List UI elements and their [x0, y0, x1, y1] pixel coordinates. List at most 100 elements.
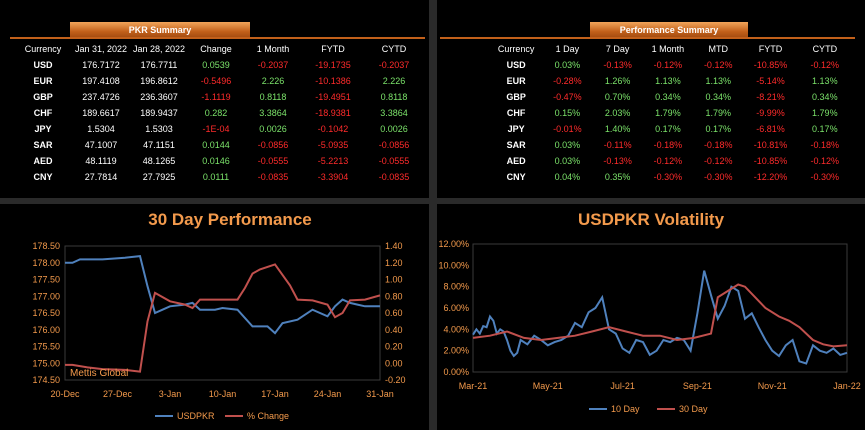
- perf-mtd-cell: -0.30%: [703, 172, 733, 182]
- pkr-m1-cell: 0.0026: [259, 124, 287, 134]
- y-right-tick-label: 0.00: [385, 358, 403, 368]
- table-row: USD 176.7172 176.7711 0.0539 -0.2037 -19.1735…: [14, 57, 424, 73]
- perf-currency-cell: SAR: [506, 140, 526, 150]
- y-tick-label: 4.00%: [443, 324, 469, 334]
- pkr-jan28-cell: 236.3607: [140, 92, 178, 102]
- perf-m1-cell: -0.18%: [653, 140, 683, 150]
- perf-fytd-cell: -10.81%: [753, 140, 788, 150]
- pkr-fytd-cell: -3.3904: [317, 172, 349, 182]
- pkr-fytd-cell: -10.1386: [315, 76, 351, 86]
- perf-d1-cell: 0.03%: [554, 140, 581, 150]
- perf-cytd-cell: -0.12%: [810, 60, 840, 70]
- perf-d7-cell: -0.11%: [603, 140, 632, 150]
- plot-area: [472, 243, 848, 373]
- x-tick-label: May-21: [533, 381, 563, 391]
- perf-m1-cell: 0.34%: [655, 92, 681, 102]
- y-right-tick-label: 1.00: [385, 275, 403, 285]
- performance-summary-header: Performance Summary: [590, 22, 748, 38]
- pkr-change-cell: 0.0146: [202, 156, 230, 166]
- x-tick-label: 27-Dec: [103, 389, 133, 399]
- col-change: Change: [200, 44, 232, 54]
- pkr-change-cell: -1E-04: [202, 124, 230, 134]
- pkr-jan31-cell: 1.5304: [87, 124, 115, 134]
- perf-fytd-cell: -10.85%: [753, 60, 788, 70]
- y-tick-label: 12.00%: [438, 239, 469, 249]
- perf-d7-cell: 0.35%: [604, 172, 631, 182]
- y-tick-label: 8.00%: [443, 282, 469, 292]
- chart-30-day-performance: 178.50 178.00 177.50 177.00 176.50 176.00 175.…: [32, 241, 405, 421]
- pkr-summary-header: PKR Summary: [70, 22, 250, 38]
- pkr-cytd-cell: -0.2037: [378, 60, 410, 70]
- pkr-fytd-cell: -19.4951: [315, 92, 351, 102]
- table-row: EUR -0.28% 1.26% 1.13% 1.13% -5.14% 1.13%: [490, 73, 852, 89]
- y-left-tick-label: 176.00: [32, 325, 60, 335]
- perf-d1-cell: -0.01%: [553, 124, 582, 134]
- vertical-divider: [429, 0, 437, 430]
- table-row: CNY 27.7814 27.7925 0.0111 -0.0835 -3.3904 -0.…: [14, 169, 424, 185]
- pkr-change-cell: 0.0144: [202, 140, 230, 150]
- pkr-change-cell: 0.0111: [202, 172, 230, 182]
- perf-mtd-cell: -0.12%: [703, 60, 733, 70]
- col-mtd: MTD: [708, 44, 728, 54]
- perf-m1-cell: 1.79%: [655, 108, 681, 118]
- pkr-jan28-cell: 27.7925: [142, 172, 176, 182]
- pkr-change-cell: 0.0539: [202, 60, 230, 70]
- x-tick-label: Nov-21: [758, 381, 787, 391]
- table-row: SAR 0.03% -0.11% -0.18% -0.18% -10.81% -0.18%: [490, 137, 852, 153]
- chart1-title: 30 Day Performance: [148, 210, 312, 229]
- legend-label-1: % Change: [247, 411, 289, 421]
- performance-summary-body: USD 0.03% -0.13% -0.12% -0.12% -10.85% -0.12% E…: [490, 57, 852, 185]
- x-tick-label: 20-Dec: [50, 389, 80, 399]
- y-tick-label: 0.00%: [443, 367, 469, 377]
- col-fytd: FYTD: [321, 44, 345, 54]
- col-currency: Currency: [24, 44, 62, 54]
- legend-label-0: 10 Day: [611, 404, 640, 414]
- perf-d7-cell: 1.26%: [604, 76, 631, 86]
- series-line-1: [65, 263, 381, 373]
- performance-summary-table: Currency 1 Day 7 Day 1 Month MTD FYTD CY…: [490, 41, 852, 185]
- pkr-m1-cell: 2.226: [261, 76, 285, 86]
- col-cytd: CYTD: [381, 44, 407, 54]
- perf-currency-cell: CHF: [506, 108, 526, 118]
- pkr-fytd-cell: -5.0935: [317, 140, 349, 150]
- pkr-jan28-cell: 1.5303: [145, 124, 173, 134]
- col-1day: 1 Day: [555, 44, 580, 54]
- pkr-m1-cell: -0.0856: [257, 140, 289, 150]
- perf-currency-cell: AED: [506, 156, 526, 166]
- perf-cytd-cell: -0.30%: [810, 172, 840, 182]
- perf-currency-cell: EUR: [506, 76, 526, 86]
- pkr-currency-cell: GBP: [33, 92, 53, 102]
- table-row: EUR 197.4108 196.8612 -0.5496 2.226 -10.1386 2…: [14, 73, 424, 89]
- x-tick-label: 10-Jan: [209, 389, 237, 399]
- pkr-fytd-cell: -18.9381: [315, 108, 351, 118]
- col-jan28: Jan 28, 2022: [132, 44, 186, 54]
- pkr-fytd-cell: -0.1042: [317, 124, 349, 134]
- pkr-m1-cell: 3.3864: [259, 108, 287, 118]
- pkr-currency-cell: SAR: [33, 140, 53, 150]
- perf-currency-cell: JPY: [507, 124, 525, 134]
- pkr-jan31-cell: 197.4108: [82, 76, 120, 86]
- perf-d1-cell: 0.03%: [554, 156, 581, 166]
- col-fytd: FYTD: [758, 44, 783, 54]
- plot-area: [64, 245, 381, 381]
- y-right-tick-label: 0.60: [385, 308, 403, 318]
- pkr-cytd-cell: 0.0026: [380, 124, 408, 134]
- col-1month: 1 Month: [651, 44, 685, 54]
- perf-mtd-cell: 0.17%: [705, 124, 731, 134]
- pkr-fytd-cell: -5.2213: [317, 156, 349, 166]
- y-left-tick-label: 178.00: [32, 258, 60, 268]
- perf-currency-cell: CNY: [506, 172, 526, 182]
- x-tick-label: 17-Jan: [261, 389, 289, 399]
- pkr-change-cell: 0.282: [204, 108, 228, 118]
- perf-d1-cell: 0.15%: [554, 108, 581, 118]
- pkr-summary-panel: PKR Summary Currency Jan 31, 2022 Jan 28…: [10, 17, 425, 197]
- table-row: GBP -0.47% 0.70% 0.34% 0.34% -8.21% 0.34%: [490, 89, 852, 105]
- pkr-jan28-cell: 47.1151: [143, 140, 175, 150]
- y-tick-label: 10.00%: [438, 260, 469, 270]
- y-right-tick-label: 0.20: [385, 342, 403, 352]
- table-row: AED 48.1119 48.1265 0.0146 -0.0555 -5.2213 -0.…: [14, 153, 424, 169]
- perf-fytd-cell: -12.20%: [753, 172, 788, 182]
- perf-m1-cell: -0.12%: [653, 156, 683, 166]
- perf-m1-cell: -0.12%: [653, 60, 683, 70]
- pkr-jan28-cell: 189.9437: [140, 108, 178, 118]
